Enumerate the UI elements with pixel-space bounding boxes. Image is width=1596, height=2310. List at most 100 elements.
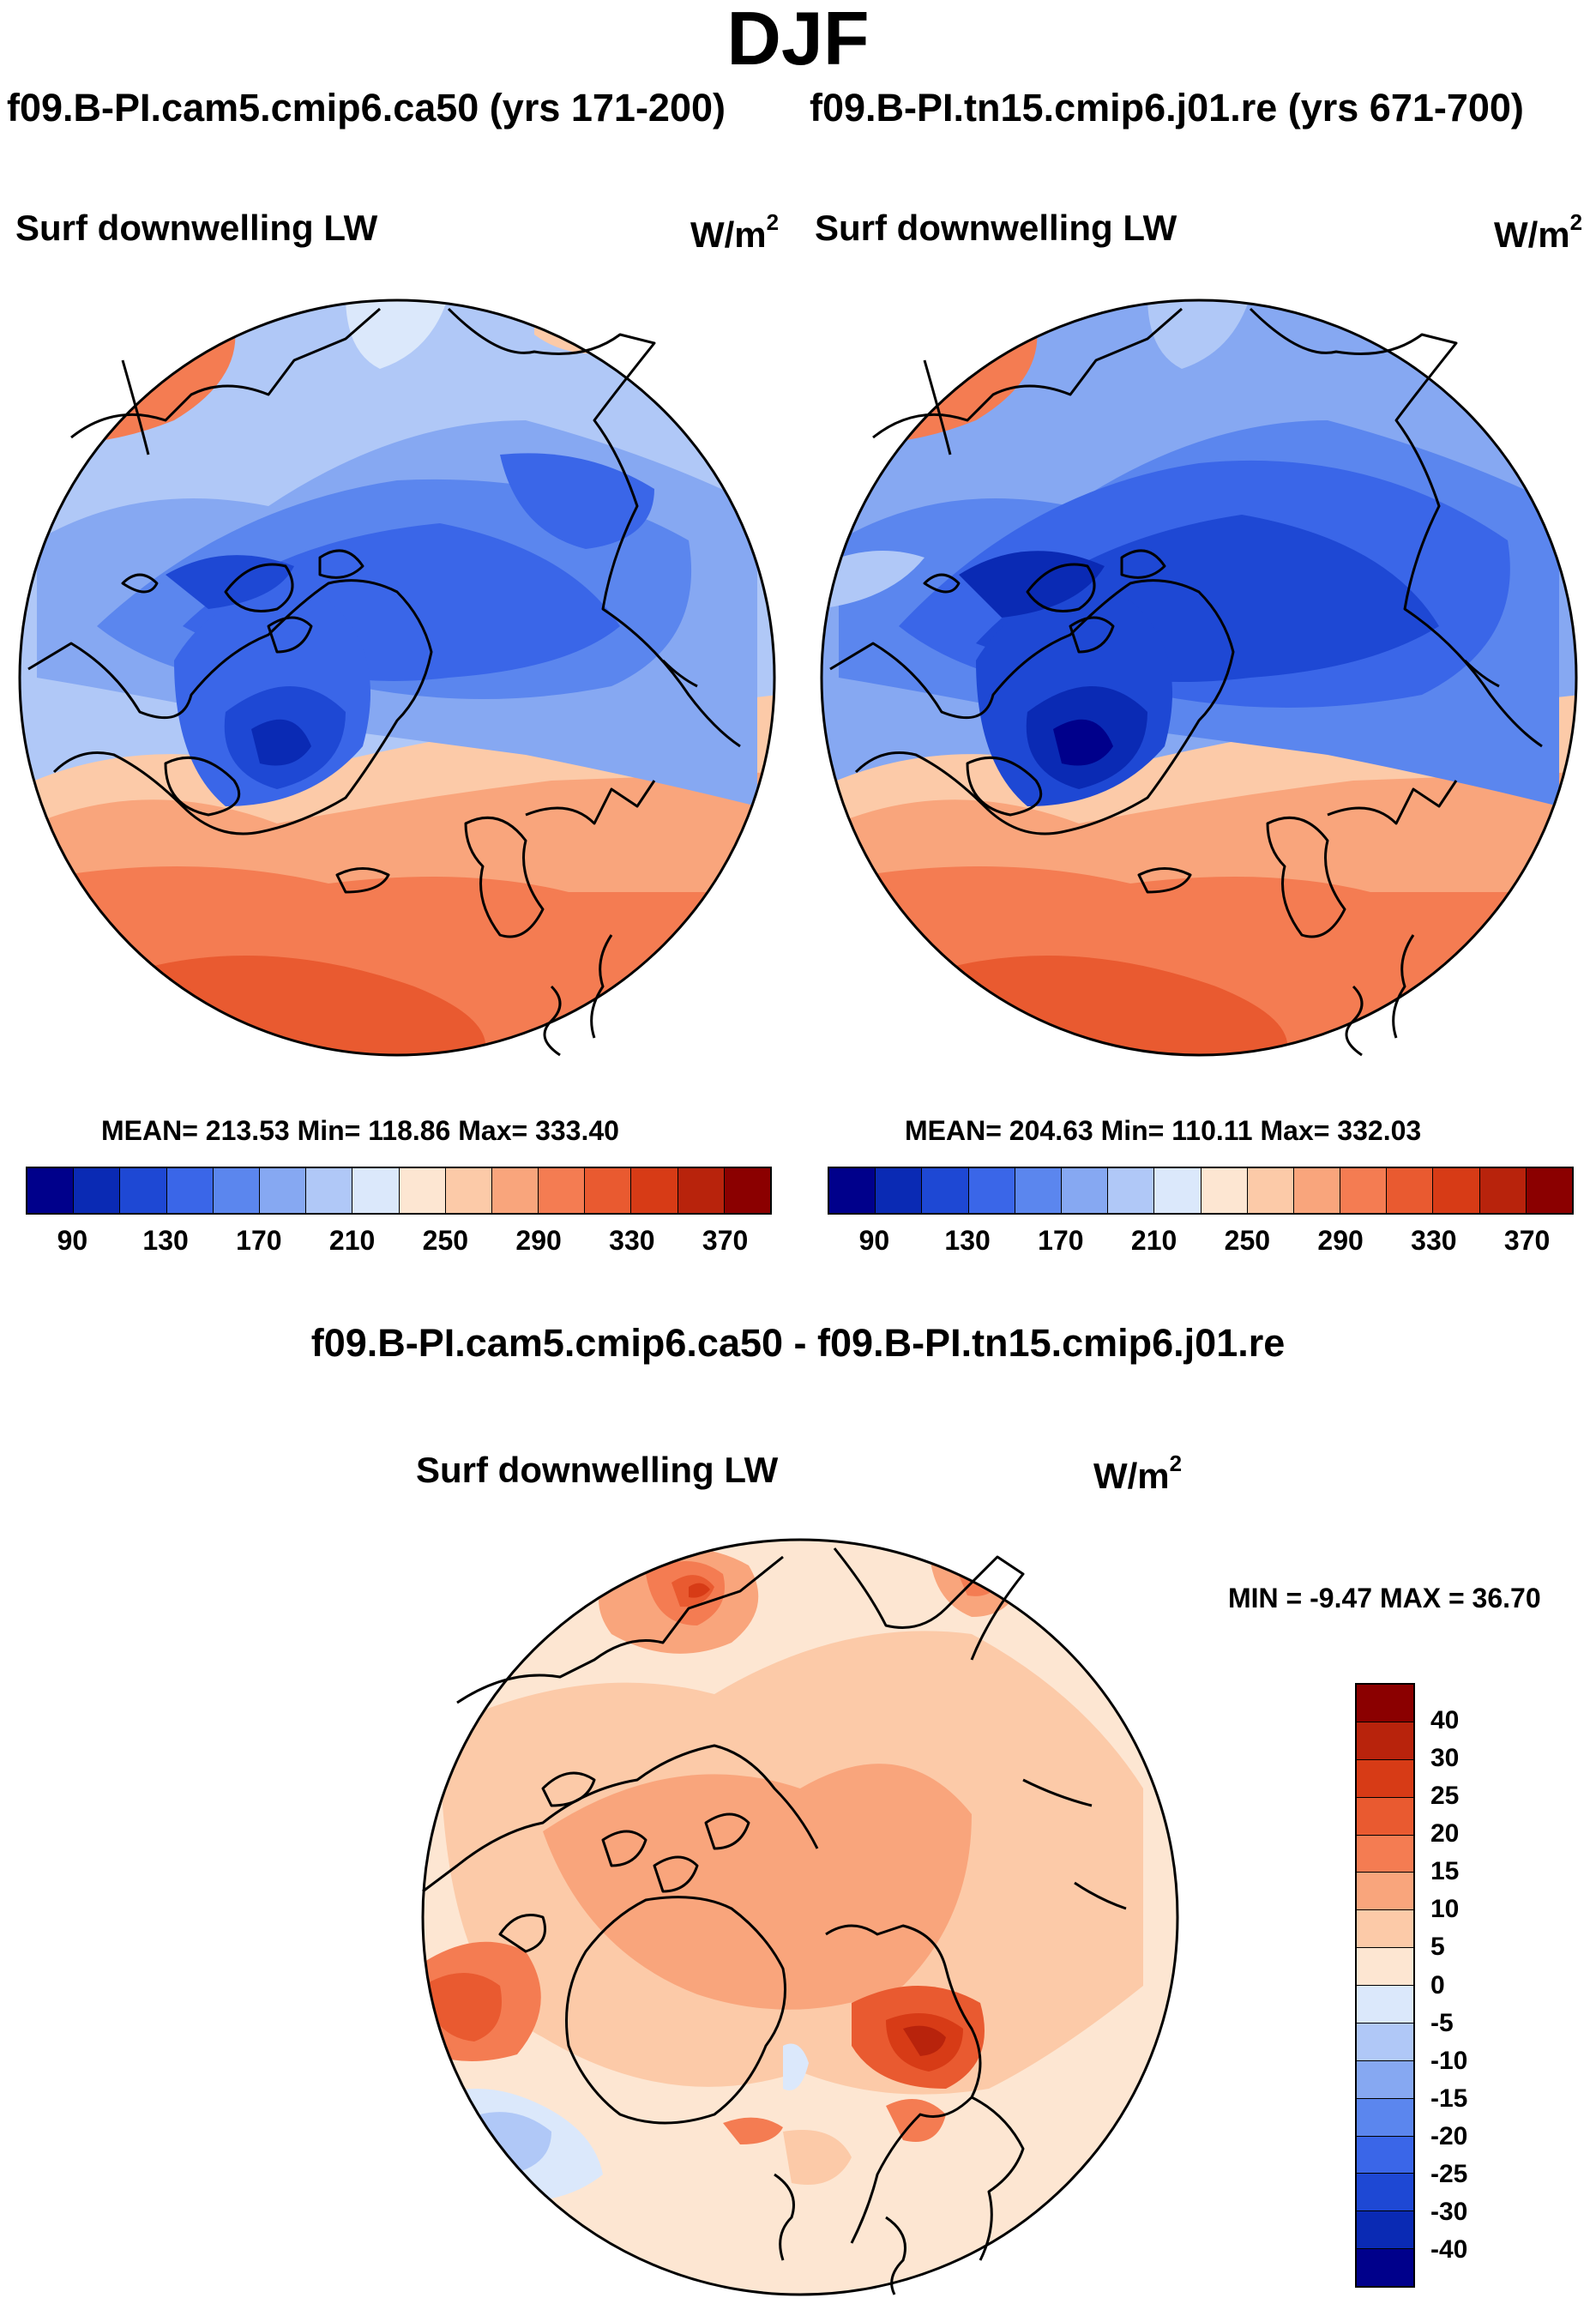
colorbar-segment (491, 1168, 539, 1213)
colorbar-segment (1387, 1168, 1434, 1213)
colorbar-segment (1526, 1168, 1572, 1213)
panel1-colorbar-ticks: 90 130 170 210 250 290 330 370 (26, 1225, 772, 1259)
colorbar-segment (1015, 1168, 1062, 1213)
colorbar-tick-label: 170 (1038, 1225, 1084, 1256)
colorbar-segment (1293, 1168, 1341, 1213)
diff-minmax: MIN = -9.47 MAX = 36.70 (1228, 1583, 1541, 1613)
colorbar-segment (1357, 1910, 1413, 1949)
colorbar-segment (74, 1168, 121, 1213)
page-title: DJF (726, 0, 870, 81)
case2-title: f09.B-PI.tn15.cmip6.j01.re (yrs 671-700) (810, 86, 1524, 130)
colorbar-tick-label: 130 (944, 1225, 991, 1256)
colorbar-tick-label: 40 (1430, 1706, 1460, 1735)
colorbar-segment (922, 1168, 969, 1213)
colorbar-segment (678, 1168, 725, 1213)
diff-polar-map (421, 1538, 1179, 2296)
colorbar-segment (1357, 2249, 1413, 2286)
colorbar-segment (968, 1168, 1015, 1213)
colorbar-tick-label: 10 (1430, 1895, 1460, 1924)
colorbar-segment (445, 1168, 492, 1213)
colorbar-tick-label: -40 (1430, 2235, 1468, 2264)
colorbar-segment (1201, 1168, 1248, 1213)
panel2-colorbar (828, 1167, 1574, 1215)
colorbar-segment (1357, 1797, 1413, 1836)
colorbar-segment (166, 1168, 214, 1213)
colorbar-segment (1357, 1948, 1413, 1986)
colorbar-segment (1357, 1986, 1413, 2024)
panel1-polar-map (18, 299, 776, 1057)
colorbar-segment (1154, 1168, 1202, 1213)
colorbar-tick-label: 15 (1430, 1857, 1460, 1886)
colorbar-segment (1340, 1168, 1388, 1213)
colorbar-tick-label: 370 (702, 1225, 749, 1256)
panel1-stats: MEAN= 213.53 Min= 118.86 Max= 333.40 (101, 1115, 619, 1146)
colorbar-segment (1357, 2174, 1413, 2212)
colorbar-segment (1108, 1168, 1155, 1213)
colorbar-segment (724, 1168, 770, 1213)
colorbar-segment (259, 1168, 307, 1213)
difference-title: f09.B-PI.cam5.cmip6.ca50 - f09.B-PI.tn15… (310, 1321, 1286, 1365)
colorbar-tick-label: 290 (515, 1225, 562, 1256)
colorbar-tick-label: 330 (1411, 1225, 1457, 1256)
colorbar-segment (1357, 1835, 1413, 1873)
colorbar-tick-label: 210 (1130, 1225, 1177, 1256)
panel1-colorbar (26, 1167, 772, 1215)
colorbar-tick-label: -25 (1430, 2159, 1468, 2188)
colorbar-tick-label: 20 (1430, 1819, 1460, 1849)
colorbar-tick-label: 250 (1224, 1225, 1271, 1256)
colorbar-tick-label: 90 (57, 1225, 88, 1256)
panel2-units: W/m2 (1494, 209, 1583, 255)
case1-title: f09.B-PI.cam5.cmip6.ca50 (yrs 171-200) (7, 86, 726, 130)
colorbar-tick-label: -15 (1430, 2084, 1468, 2113)
colorbar-tick-label: 290 (1317, 1225, 1364, 1256)
colorbar-segment (1357, 2060, 1413, 2099)
colorbar-tick-label: 130 (142, 1225, 189, 1256)
colorbar-segment (1357, 2136, 1413, 2174)
colorbar-segment (829, 1168, 876, 1213)
colorbar-segment (1247, 1168, 1294, 1213)
colorbar-segment (352, 1168, 400, 1213)
colorbar-segment (631, 1168, 678, 1213)
colorbar-tick-label: 0 (1430, 1970, 1445, 1999)
colorbar-segment (1357, 2023, 1413, 2061)
colorbar-segment (539, 1168, 586, 1213)
colorbar-tick-label: 30 (1430, 1744, 1460, 1773)
colorbar-tick-label: -20 (1430, 2121, 1468, 2150)
colorbar-tick-label: 5 (1430, 1933, 1445, 1962)
colorbar-segment (1479, 1168, 1527, 1213)
colorbar-segment (213, 1168, 260, 1213)
diff-colorbar (1355, 1683, 1415, 2288)
colorbar-tick-label: 330 (609, 1225, 655, 1256)
colorbar-segment (120, 1168, 167, 1213)
colorbar-segment (399, 1168, 446, 1213)
colorbar-tick-label: -5 (1430, 2008, 1454, 2037)
panel2-variable-label: Surf downwelling LW (815, 208, 1177, 248)
colorbar-segment (585, 1168, 632, 1213)
colorbar-segment (1357, 1759, 1413, 1798)
colorbar-tick-label: 210 (328, 1225, 376, 1256)
colorbar-segment (1357, 1873, 1413, 1911)
colorbar-segment (306, 1168, 353, 1213)
colorbar-tick-label: 170 (236, 1225, 282, 1256)
colorbar-tick-label: -10 (1430, 2046, 1468, 2075)
colorbar-tick-label: 250 (422, 1225, 469, 1256)
panel1-units: W/m2 (690, 209, 780, 255)
diff-units: W/m2 (1093, 1451, 1183, 1496)
diff-variable-label: Surf downwelling LW (416, 1450, 779, 1490)
panel2-stats: MEAN= 204.63 Min= 110.11 Max= 332.03 (905, 1115, 1422, 1146)
colorbar-segment (1357, 1722, 1413, 1760)
colorbar-tick-label: -30 (1430, 2197, 1468, 2226)
colorbar-tick-label: 90 (858, 1225, 890, 1256)
colorbar-tick-label: 370 (1503, 1225, 1551, 1256)
colorbar-segment (27, 1168, 75, 1213)
panel2-colorbar-ticks: 90 130 170 210 250 290 330 370 (828, 1225, 1574, 1259)
colorbar-segment (1061, 1168, 1109, 1213)
colorbar-segment (1357, 2211, 1413, 2250)
colorbar-tick-label: 25 (1430, 1782, 1460, 1811)
colorbar-segment (1357, 1685, 1413, 1722)
panel1-variable-label: Surf downwelling LW (15, 208, 378, 248)
colorbar-segment (1433, 1168, 1480, 1213)
colorbar-segment (1357, 2098, 1413, 2137)
diff-colorbar-ticks: 40 30 25 20 15 10 5 0 -5 -10 -15 -20 -25 -30 -40 (1430, 1683, 1516, 2288)
panel2-polar-map (820, 299, 1578, 1057)
